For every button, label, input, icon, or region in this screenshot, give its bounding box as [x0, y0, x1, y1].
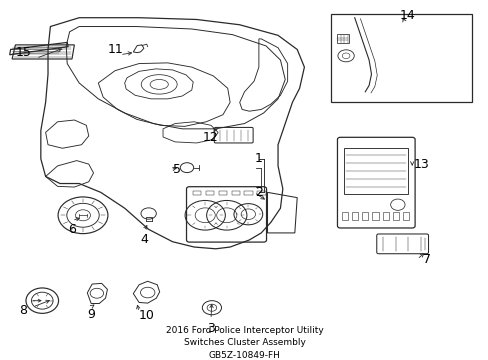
Bar [362, 212, 367, 220]
Text: 7: 7 [422, 253, 430, 266]
Text: 14: 14 [399, 9, 414, 22]
Bar [341, 212, 347, 220]
Bar [218, 190, 227, 195]
Text: 3: 3 [206, 322, 214, 335]
Text: 6: 6 [68, 223, 76, 236]
Text: 15: 15 [16, 46, 32, 59]
Text: 9: 9 [87, 307, 95, 320]
Bar [192, 190, 201, 195]
Bar [231, 190, 240, 195]
Text: 2016 Ford Police Interceptor Utility
Switches Cluster Assembly
GB5Z-10849-FH: 2016 Ford Police Interceptor Utility Swi… [165, 326, 323, 360]
Text: 11: 11 [107, 43, 123, 56]
Bar [257, 190, 265, 195]
Bar [244, 190, 253, 195]
Text: 5: 5 [173, 163, 181, 176]
Text: 4: 4 [140, 234, 147, 247]
Bar [382, 212, 388, 220]
Bar [336, 34, 348, 43]
Bar [402, 212, 408, 220]
Text: 2: 2 [254, 186, 262, 199]
Bar [392, 212, 398, 220]
Bar [372, 212, 378, 220]
Text: 12: 12 [203, 131, 219, 144]
Bar [344, 148, 407, 194]
Text: 1: 1 [254, 152, 262, 165]
Text: 10: 10 [138, 309, 154, 322]
Bar [330, 14, 471, 102]
Text: 13: 13 [413, 158, 429, 171]
Text: 8: 8 [19, 304, 27, 317]
Bar [205, 190, 214, 195]
Bar [351, 212, 358, 220]
